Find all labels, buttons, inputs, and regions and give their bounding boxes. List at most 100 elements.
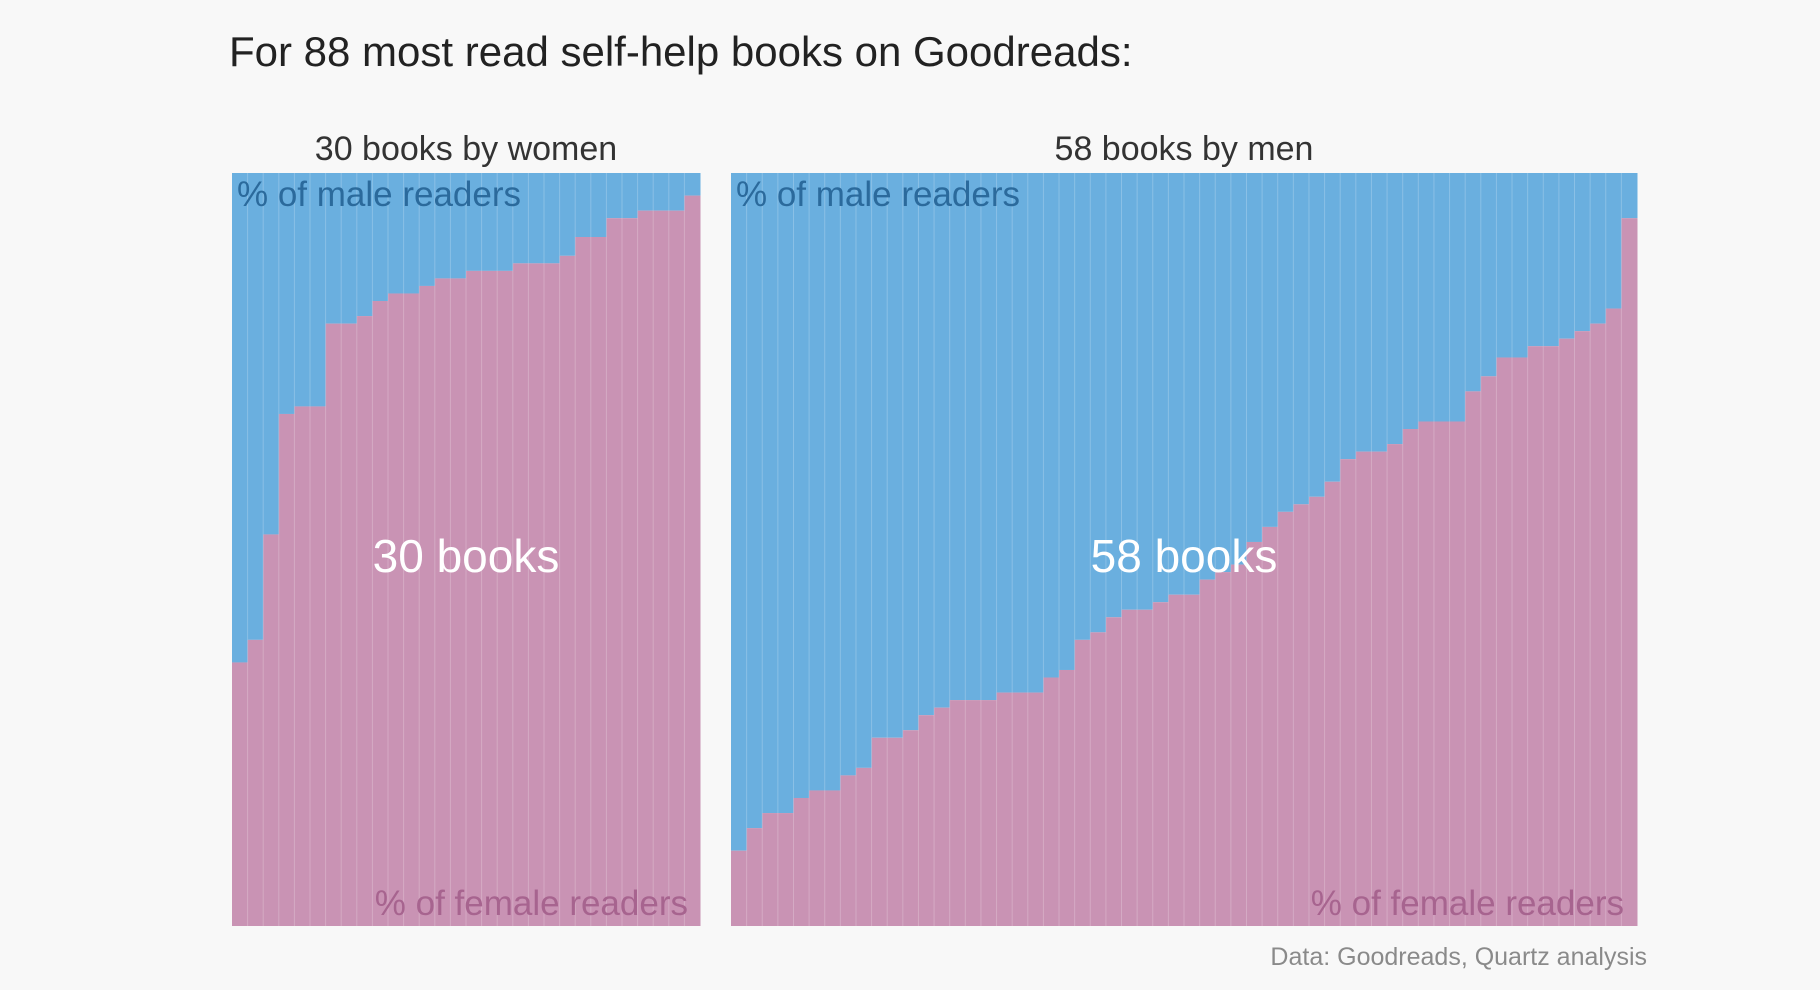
bar-male-segment [497,173,514,271]
bar-male-segment [1012,173,1029,693]
bar-female-segment [1090,632,1107,926]
bar-male-segment [310,173,327,407]
bar-male-segment [1074,173,1091,640]
bar-female-segment [1184,594,1201,926]
center-count-label: 58 books [1091,530,1278,582]
bar-male-segment [1433,173,1451,422]
bar-female-segment [871,737,888,926]
female-readers-label: % of female readers [375,884,688,923]
bar-male-segment [559,173,576,256]
bar-male-segment [949,173,966,701]
bars-men [731,173,1638,927]
bar-female-segment [855,767,873,926]
bar-female-segment [544,263,561,926]
bar-female-segment [1590,323,1607,927]
bar-male-segment [1402,173,1419,430]
bar-female-segment [606,218,623,926]
bar-male-segment [1449,173,1466,422]
bar-male-segment [1527,173,1544,347]
bar-female-segment [590,237,607,926]
bar-female-segment [1512,357,1529,926]
bar-male-segment [372,173,389,302]
panel-women: 30 books by women % of male readers % of… [232,130,701,927]
bar-male-segment [1059,173,1076,670]
bar-female-segment [1168,594,1185,926]
bar-male-segment [247,173,264,640]
bar-female-segment [1059,669,1076,926]
bar-female-segment [731,850,748,926]
bar-male-segment [1574,173,1591,332]
bar-male-segment [840,173,857,776]
bar-female-segment [996,692,1013,926]
bar-female-segment [528,263,545,926]
bar-male-segment [1480,173,1497,377]
bar-female-segment [512,263,529,926]
bar-male-segment [1215,173,1232,573]
bar-male-segment [1512,173,1529,358]
bar-male-segment [1277,173,1294,512]
bar-female-segment [247,639,264,926]
bars-women [232,173,701,927]
bar-male-segment [341,173,358,324]
bar-female-segment [1043,677,1060,926]
bar-male-segment [1168,173,1185,595]
bar-female-segment [746,828,763,926]
bar-female-segment [232,662,249,926]
bar-female-segment [934,707,951,926]
panel-subtitle: 30 books by women [315,130,617,168]
bar-female-segment [1105,617,1123,926]
bar-male-segment [1558,173,1576,339]
bar-male-segment [1418,173,1435,422]
bar-male-segment [278,173,295,414]
panel-men: 58 books by men % of male readers % of f… [731,130,1638,927]
bar-male-segment [809,173,826,791]
bar-female-segment [980,700,998,926]
bar-female-segment [419,285,436,926]
bar-male-segment [996,173,1013,693]
bar-female-segment [1433,421,1451,926]
bar-male-segment [1152,173,1169,603]
bar-male-segment [653,173,670,211]
bar-male-segment [1137,173,1154,610]
bar-male-segment [1605,173,1622,309]
bar-male-segment [1043,173,1060,678]
bar-male-segment [1621,173,1638,219]
bar-female-segment [637,210,654,926]
bar-female-segment [1027,692,1044,926]
bar-male-segment [466,173,483,271]
bar-female-segment [653,210,670,926]
bar-male-segment [622,173,639,219]
bar-male-segment [902,173,919,731]
male-readers-label: % of male readers [736,175,1020,214]
bar-male-segment [887,173,904,738]
bar-female-segment [1371,451,1388,926]
bar-male-segment [544,173,561,264]
bar-male-segment [980,173,998,701]
center-count-label: 30 books [373,530,560,582]
bar-female-segment [1449,421,1466,926]
bar-female-segment [481,270,498,926]
panel-subtitle: 58 books by men [1055,130,1314,168]
bar-male-segment [325,173,342,324]
bar-male-segment [855,173,873,768]
bar-female-segment [466,270,483,926]
bar-male-segment [824,173,841,791]
bar-female-segment [1527,346,1544,926]
bar-male-segment [668,173,685,211]
bar-male-segment [1199,173,1216,580]
bar-male-segment [1387,173,1404,445]
bar-female-segment [1246,541,1263,926]
bar-female-segment [1308,496,1326,926]
bar-female-segment [809,790,826,926]
bar-male-segment [528,173,545,264]
bar-female-segment [1480,376,1497,926]
bar-female-segment [777,813,794,926]
bar-female-segment [1293,504,1310,926]
bar-male-segment [1246,173,1263,542]
bar-female-segment [1387,444,1404,926]
bar-male-segment [1590,173,1607,324]
bar-female-segment [325,323,342,927]
bar-male-segment [1230,173,1247,565]
bar-female-segment [294,406,311,926]
bar-female-segment [1574,331,1591,926]
